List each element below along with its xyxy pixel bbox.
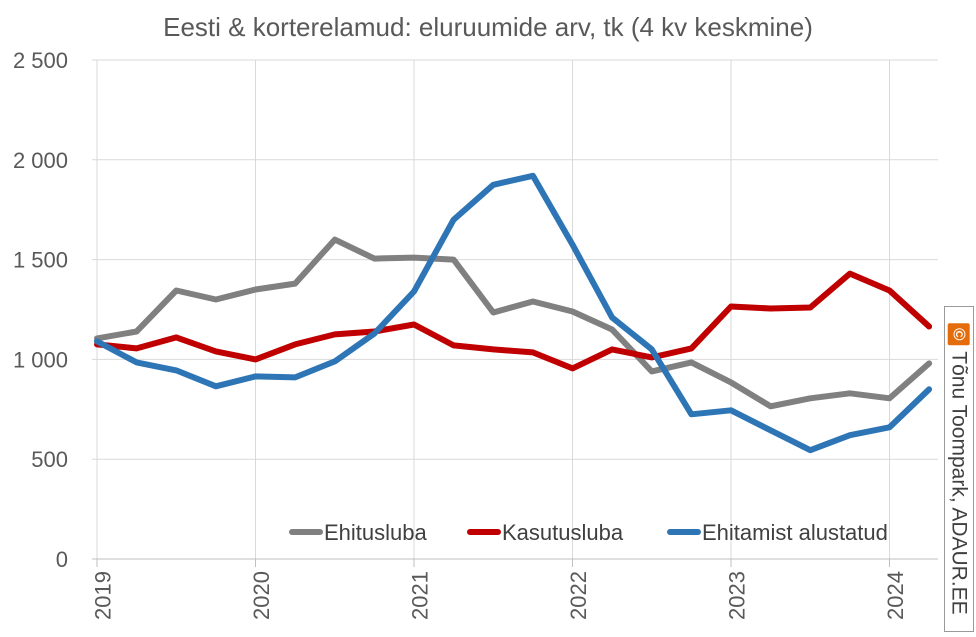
chart-title: Eesti & korterelamud: eluruumide arv, tk… xyxy=(163,12,813,42)
y-tick-label: 500 xyxy=(31,447,68,472)
legend-label: Ehitamist alustatud xyxy=(702,520,888,545)
x-tick-label: 2022 xyxy=(566,571,591,620)
x-tick-label: 2019 xyxy=(91,571,116,620)
y-tick-label: 1 000 xyxy=(13,347,68,372)
credit-text: Tõnu Toompark, ADAUR.EE xyxy=(948,351,971,615)
y-tick-label: 2 000 xyxy=(13,148,68,173)
x-tick-label: 2024 xyxy=(883,571,908,620)
x-tick-label: 2020 xyxy=(249,571,274,620)
series-line xyxy=(94,270,933,372)
y-tick-label: 2 500 xyxy=(13,48,68,73)
x-tick-label: 2021 xyxy=(408,571,433,620)
x-tick-label: 2023 xyxy=(725,571,750,620)
legend-label: Ehitusluba xyxy=(324,520,428,545)
series xyxy=(94,172,933,454)
series-ehitusluba xyxy=(94,236,933,410)
series-line xyxy=(94,236,933,410)
series-ehitamist-alustatud xyxy=(94,172,933,454)
y-tick-label: 1 500 xyxy=(13,248,68,273)
axes: 0 500 1 000 1 500 2 000 2 500 2019 2020 2021 2022… xyxy=(13,48,938,620)
series-line xyxy=(94,172,933,454)
y-tick-label: 0 xyxy=(56,547,68,572)
credit-box: © Tõnu Toompark, ADAUR.EE xyxy=(944,306,974,632)
legend-label: Kasutusluba xyxy=(502,520,624,545)
series-kasutusluba xyxy=(94,270,933,372)
copyright-icon: © xyxy=(948,323,970,346)
legend: Ehitusluba Kasutusluba Ehitamist alustatud xyxy=(289,520,888,545)
